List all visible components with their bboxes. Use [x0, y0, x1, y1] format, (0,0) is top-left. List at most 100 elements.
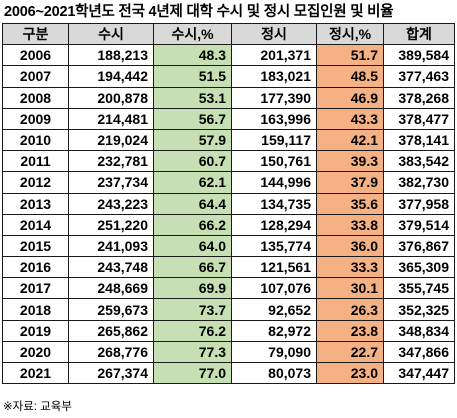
cell-susi: 243,223	[68, 192, 154, 215]
cell-jungsi: 144,996	[231, 171, 317, 194]
cell-jungsi: 92,652	[231, 298, 317, 321]
cell-total: 378,477	[383, 107, 455, 130]
cell-jungsi-pct: 48.5	[316, 65, 384, 88]
table-row: 2015 241,093 64.0 135,774 36.0 376,867	[2, 234, 455, 258]
cell-jungsi-pct: 46.9	[316, 86, 384, 109]
cell-jungsi-pct: 22.7	[316, 340, 384, 364]
column-header-susi-pct: 수시,%	[153, 22, 232, 46]
cell-year: 2011	[2, 150, 69, 173]
cell-jungsi-pct: 39.3	[316, 150, 384, 173]
cell-jungsi: 201,371	[231, 44, 317, 67]
table-body: 2006 188,213 48.3 201,371 51.7 389,584 2007 194…	[2, 44, 455, 385]
table-row: 2019 265,862 76.2 82,972 23.8 348,834	[2, 319, 455, 342]
cell-total: 376,867	[383, 234, 455, 258]
cell-total: 382,730	[383, 171, 455, 194]
cell-jungsi-pct: 36.0	[316, 234, 384, 258]
cell-jungsi-pct: 43.3	[316, 107, 384, 130]
cell-jungsi: 150,761	[231, 150, 317, 173]
cell-year: 2013	[2, 192, 69, 215]
table-row: 2020 268,776 77.3 79,090 22.7 347,866	[2, 340, 455, 364]
cell-jungsi-pct: 23.0	[316, 361, 384, 385]
cell-total: 383,542	[383, 150, 455, 173]
table-row: 2021 267,374 77.0 80,073 23.0 347,447	[2, 361, 455, 385]
table-row: 2014 251,220 66.2 128,294 33.8 379,514	[2, 213, 455, 236]
cell-jungsi-pct: 30.1	[316, 277, 384, 300]
table-row: 2016 243,748 66.7 121,561 33.3 365,309	[2, 256, 455, 279]
cell-susi-pct: 62.1	[153, 171, 232, 194]
cell-jungsi: 121,561	[231, 256, 317, 279]
cell-jungsi: 159,117	[231, 128, 317, 152]
cell-susi-pct: 53.1	[153, 86, 232, 109]
cell-year: 2019	[2, 319, 69, 342]
cell-susi-pct: 48.3	[153, 44, 232, 67]
cell-susi-pct: 73.7	[153, 298, 232, 321]
cell-jungsi: 183,021	[231, 65, 317, 88]
cell-year: 2007	[2, 65, 69, 88]
table-row: 2011 232,781 60.7 150,761 39.3 383,542	[2, 150, 455, 173]
table-row: 2010 219,024 57.9 159,117 42.1 378,141	[2, 128, 455, 152]
cell-total: 365,309	[383, 256, 455, 279]
table-row: 2006 188,213 48.3 201,371 51.7 389,584	[2, 44, 455, 67]
cell-susi-pct: 60.7	[153, 150, 232, 173]
cell-jungsi-pct: 37.9	[316, 171, 384, 194]
cell-susi: 194,442	[68, 65, 154, 88]
cell-year: 2009	[2, 107, 69, 130]
cell-jungsi: 163,996	[231, 107, 317, 130]
table-row: 2007 194,442 51.5 183,021 48.5 377,463	[2, 65, 455, 88]
cell-susi: 232,781	[68, 150, 154, 173]
cell-total: 379,514	[383, 213, 455, 236]
cell-jungsi-pct: 26.3	[316, 298, 384, 321]
cell-total: 352,325	[383, 298, 455, 321]
column-header-jungsi: 정시	[231, 22, 317, 46]
column-header-susi: 수시	[68, 22, 154, 46]
cell-susi-pct: 69.9	[153, 277, 232, 300]
cell-susi-pct: 64.4	[153, 192, 232, 215]
cell-year: 2021	[2, 361, 69, 385]
cell-total: 377,958	[383, 192, 455, 215]
cell-susi: 214,481	[68, 107, 154, 130]
cell-susi: 251,220	[68, 213, 154, 236]
cell-total: 355,745	[383, 277, 455, 300]
cell-year: 2014	[2, 213, 69, 236]
cell-jungsi-pct: 35.6	[316, 192, 384, 215]
column-header-total: 합계	[383, 22, 455, 46]
cell-year: 2016	[2, 256, 69, 279]
cell-susi: 267,374	[68, 361, 154, 385]
cell-jungsi-pct: 33.8	[316, 213, 384, 236]
table-row: 2017 248,669 69.9 107,076 30.1 355,745	[2, 277, 455, 300]
table-row: 2009 214,481 56.7 163,996 43.3 378,477	[2, 107, 455, 130]
cell-susi-pct: 56.7	[153, 107, 232, 130]
cell-susi-pct: 64.0	[153, 234, 232, 258]
cell-susi: 200,878	[68, 86, 154, 109]
cell-year: 2015	[2, 234, 69, 258]
cell-year: 2017	[2, 277, 69, 300]
cell-susi-pct: 77.0	[153, 361, 232, 385]
cell-jungsi: 128,294	[231, 213, 317, 236]
cell-jungsi: 107,076	[231, 277, 317, 300]
cell-susi: 219,024	[68, 128, 154, 152]
cell-susi: 188,213	[68, 44, 154, 67]
cell-year: 2010	[2, 128, 69, 152]
cell-total: 378,268	[383, 86, 455, 109]
cell-jungsi-pct: 51.7	[316, 44, 384, 67]
cell-susi: 241,093	[68, 234, 154, 258]
column-header-jungsi-pct: 정시,%	[316, 22, 384, 46]
cell-year: 2018	[2, 298, 69, 321]
cell-year: 2012	[2, 171, 69, 194]
cell-susi-pct: 77.3	[153, 340, 232, 364]
cell-susi-pct: 57.9	[153, 128, 232, 152]
table-title: 2006~2021학년도 전국 4년제 대학 수시 및 정시 모집인원 및 비율	[4, 4, 394, 20]
cell-susi: 248,669	[68, 277, 154, 300]
cell-susi: 237,734	[68, 171, 154, 194]
cell-total: 347,447	[383, 361, 455, 385]
cell-jungsi: 79,090	[231, 340, 317, 364]
cell-susi: 259,673	[68, 298, 154, 321]
admissions-table: 구분 수시 수시,% 정시 정시,% 합계 2006 188,213 48.3 201…	[2, 22, 455, 385]
table-row: 2018 259,673 73.7 92,652 26.3 352,325	[2, 298, 455, 321]
cell-year: 2020	[2, 340, 69, 364]
cell-jungsi: 80,073	[231, 361, 317, 385]
cell-total: 389,584	[383, 44, 455, 67]
cell-jungsi: 135,774	[231, 234, 317, 258]
source-note: ※자료: 교육부	[3, 401, 72, 413]
cell-total: 377,463	[383, 65, 455, 88]
